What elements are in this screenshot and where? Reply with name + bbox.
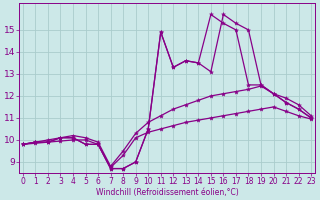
X-axis label: Windchill (Refroidissement éolien,°C): Windchill (Refroidissement éolien,°C) (96, 188, 238, 197)
